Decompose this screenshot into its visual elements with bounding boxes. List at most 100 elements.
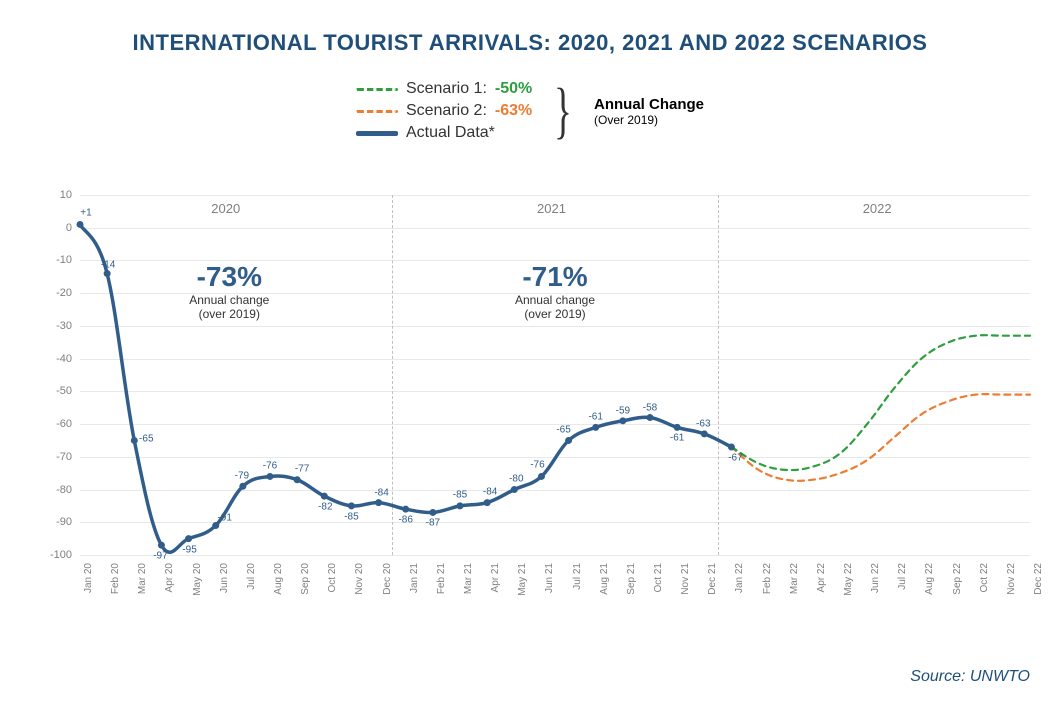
y-axis-tick-label: -30 (46, 320, 72, 332)
y-axis-tick-label: -60 (46, 418, 72, 430)
x-axis-tick-label: Dec 22 (1033, 563, 1044, 595)
x-axis-tick-label: Feb 21 (436, 563, 447, 594)
x-axis-tick-label: Mar 22 (789, 563, 800, 594)
y-axis-tick-label: -40 (46, 353, 72, 365)
legend-label-scenario1: Scenario 1: (406, 80, 487, 98)
data-point-label: -79 (235, 471, 249, 482)
x-axis-tick-label: May 21 (517, 563, 528, 596)
x-axis-tick-label: Oct 21 (653, 563, 664, 592)
x-axis-tick-label: Sep 21 (626, 563, 637, 595)
x-axis-tick-label: Dec 21 (707, 563, 718, 595)
x-axis-tick-label: Mar 21 (463, 563, 474, 594)
y-axis-tick-label: -20 (46, 287, 72, 299)
data-point-label: -59 (616, 405, 630, 416)
data-point-label: -86 (398, 515, 412, 526)
actual-marker (701, 430, 708, 437)
legend-annual-sub: (Over 2019) (594, 113, 704, 127)
source-text: Source: UNWTO (910, 668, 1030, 686)
actual-marker (131, 437, 138, 444)
x-axis-tick-label: Jul 21 (572, 563, 583, 590)
x-axis-tick-label: Jul 22 (897, 563, 908, 590)
data-point-label: -77 (295, 463, 309, 474)
actual-marker (538, 473, 545, 480)
data-point-label: -84 (483, 486, 497, 497)
data-point-label: -85 (344, 511, 358, 522)
data-point-label: -95 (182, 544, 196, 555)
brace-icon: } (554, 80, 572, 142)
annotation: -73%Annual change(over 2019) (159, 261, 299, 321)
x-axis-tick-label: Jan 21 (409, 563, 420, 593)
y-axis-tick-label: -70 (46, 451, 72, 463)
data-point-label: -67 (728, 453, 742, 464)
actual-marker (565, 437, 572, 444)
data-point-label: -84 (374, 487, 388, 498)
x-axis-tick-label: May 20 (192, 563, 203, 596)
legend-scenario2: Scenario 2: -63% (356, 102, 532, 120)
plot-svg (80, 195, 1030, 555)
data-point-label: -76 (263, 461, 277, 472)
y-axis-tick-label: -90 (46, 516, 72, 528)
annotation-text: Annual change (485, 293, 625, 307)
y-axis-tick-label: 10 (46, 189, 72, 201)
actual-marker (619, 417, 626, 424)
chart-title: INTERNATIONAL TOURIST ARRIVALS: 2020, 20… (0, 0, 1060, 56)
x-axis-tick-label: Nov 21 (680, 563, 691, 595)
y-axis-tick-label: -80 (46, 484, 72, 496)
actual-marker (77, 221, 84, 228)
actual-marker (239, 483, 246, 490)
x-axis-tick-label: Nov 22 (1006, 563, 1017, 595)
x-axis-tick-label: May 22 (843, 563, 854, 596)
data-point-label: -87 (426, 518, 440, 529)
data-point-label: -82 (318, 502, 332, 513)
x-axis-tick-label: Aug 21 (599, 563, 610, 595)
legend-value-scenario1: -50% (495, 80, 532, 98)
x-axis-tick-label: Mar 20 (137, 563, 148, 594)
x-axis-tick-label: Jan 22 (734, 563, 745, 593)
legend-line-scenario2 (356, 110, 398, 113)
data-point-label: -85 (453, 489, 467, 500)
actual-marker (158, 542, 165, 549)
actual-marker (402, 506, 409, 513)
x-axis-tick-label: Oct 22 (979, 563, 990, 592)
legend: Scenario 1: -50% Scenario 2: -63% Actual… (0, 80, 1060, 142)
actual-marker (728, 444, 735, 451)
data-point-label: +1 (80, 208, 91, 219)
annotation-value: -71% (485, 261, 625, 293)
actual-marker (647, 414, 654, 421)
data-point-label: -63 (696, 418, 710, 429)
x-axis-tick-label: Jul 20 (246, 563, 257, 590)
data-point-label: -91 (217, 512, 231, 523)
actual-marker (674, 424, 681, 431)
data-point-label: -61 (670, 433, 684, 444)
actual-marker (429, 509, 436, 516)
data-point-label: -14 (101, 259, 115, 270)
x-axis-tick-label: Feb 22 (762, 563, 773, 594)
data-point-label: -58 (643, 402, 657, 413)
x-axis-tick-label: Feb 20 (110, 563, 121, 594)
legend-label-actual: Actual Data* (406, 124, 495, 142)
x-axis-tick-label: Jan 20 (83, 563, 94, 593)
actual-marker (294, 476, 301, 483)
y-axis-tick-label: -50 (46, 385, 72, 397)
actual-marker (511, 486, 518, 493)
actual-marker (457, 502, 464, 509)
annotation-subtext: (over 2019) (159, 307, 299, 321)
gridline (80, 555, 1030, 556)
x-axis-tick-label: Sep 20 (300, 563, 311, 595)
data-point-label: -80 (509, 473, 523, 484)
legend-actual: Actual Data* (356, 124, 532, 142)
actual-marker (267, 473, 274, 480)
x-axis-tick-label: Jun 20 (219, 563, 230, 593)
x-axis-tick-label: Aug 22 (924, 563, 935, 595)
x-axis-tick-label: Apr 20 (164, 563, 175, 592)
y-axis-tick-label: 0 (46, 222, 72, 234)
annotation-subtext: (over 2019) (485, 307, 625, 321)
legend-label-scenario2: Scenario 2: (406, 102, 487, 120)
y-axis-tick-label: -10 (46, 254, 72, 266)
annotation-text: Annual change (159, 293, 299, 307)
y-axis-tick-label: -100 (46, 549, 72, 561)
x-axis-tick-label: Apr 22 (816, 563, 827, 592)
annotation: -71%Annual change(over 2019) (485, 261, 625, 321)
actual-marker (348, 502, 355, 509)
legend-scenario1: Scenario 1: -50% (356, 80, 532, 98)
